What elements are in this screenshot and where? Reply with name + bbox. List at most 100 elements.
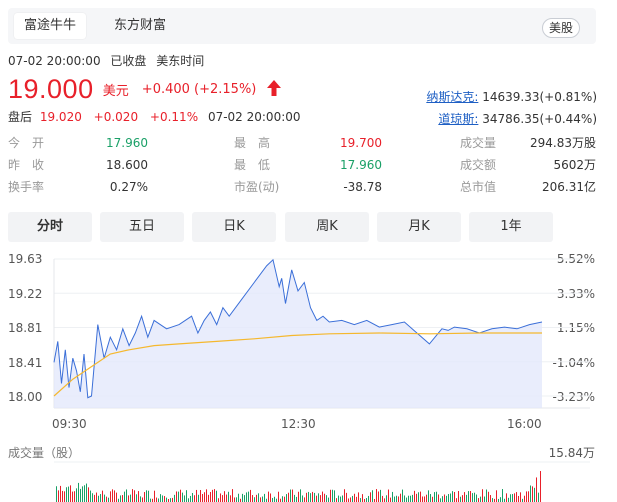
volume-bar (106, 496, 107, 502)
volume-bar (108, 497, 109, 502)
status-datetime: 07-02 20:00:00 (8, 54, 101, 68)
volume-bar (192, 492, 193, 502)
market-badge: 美股 (541, 18, 580, 38)
volume-bar (518, 495, 519, 502)
volume-bar (418, 492, 419, 502)
volume-bar (212, 489, 213, 502)
price-change: +0.400 (+2.15%) (141, 82, 257, 97)
volume-bar (82, 486, 83, 502)
stat-label: 最 低 (234, 158, 271, 172)
volume-bar (290, 489, 291, 502)
volume-bar (64, 491, 65, 502)
price-row: 19.000 美元 +0.400 (+2.15%) (8, 74, 282, 108)
volume-bar (188, 498, 189, 502)
volume-bar (410, 495, 411, 502)
x-tick: 09:30 (52, 417, 87, 431)
volume-bar (304, 497, 305, 502)
volume-bar (206, 489, 207, 502)
volume-bar (482, 489, 483, 502)
volume-bar (404, 495, 405, 502)
volume-bar (448, 494, 449, 502)
volume-bar (242, 493, 243, 502)
volume-bar (56, 486, 57, 502)
volume-bar (240, 498, 241, 502)
volume-bar (296, 496, 297, 502)
volume-bar (382, 495, 383, 502)
price-line (53, 258, 543, 399)
price-unit: 美元 (102, 84, 129, 99)
tab-daily-k[interactable]: 日K (192, 212, 276, 242)
volume-bar (88, 487, 89, 502)
volume-bar (364, 498, 365, 502)
volume-bar (74, 491, 75, 502)
volume-bar (196, 489, 197, 502)
volume-max: 15.84万 (548, 446, 595, 460)
volume-bar (384, 498, 385, 502)
volume-bar (180, 489, 181, 502)
stat-value: 17.960 (106, 136, 148, 150)
volume-bar (200, 490, 201, 502)
volume-bar (444, 494, 445, 502)
volume-bar (178, 491, 179, 502)
volume-bar (284, 496, 285, 502)
volume-bar (516, 492, 517, 502)
volume-bar (144, 492, 145, 502)
volume-bar (92, 493, 93, 502)
volume-bar (216, 490, 217, 502)
volume-bar (440, 498, 441, 502)
stat-value: 18.600 (106, 158, 148, 172)
volume-bar (172, 497, 173, 502)
tab-monthly-k[interactable]: 月K (377, 212, 461, 242)
volume-bar (254, 497, 255, 502)
after-hours-label: 盘后 (8, 110, 33, 124)
stat-value: 17.960 (340, 158, 382, 172)
volume-bar (528, 491, 529, 502)
tab-intraday[interactable]: 分时 (8, 212, 92, 242)
stats-row: 换手率 0.27% 市盈(动) -38.78 总市值 206.31亿 (8, 176, 600, 198)
volume-bar (478, 498, 479, 502)
volume-bar (292, 489, 293, 502)
x-tick: 12:30 (281, 417, 316, 431)
volume-bar (226, 494, 227, 502)
after-hours-percent: +0.11% (149, 110, 199, 124)
volume-bar (394, 496, 395, 502)
volume-bar (78, 482, 79, 502)
volume-bar (124, 491, 125, 502)
volume-bar (72, 491, 73, 502)
volume-bar (184, 495, 185, 502)
intraday-chart[interactable]: 19.63 19.22 18.81 18.41 18.00 5.52% 3.33… (0, 250, 617, 502)
volume-bar (330, 489, 331, 502)
volume-bar (122, 495, 123, 502)
index-nasdaq-link[interactable]: 纳斯达克: (426, 90, 479, 104)
volume-title: 成交量（股） (8, 446, 81, 460)
volume-bar (390, 497, 391, 502)
index-list: 纳斯达克: 14639.33(+0.81%) 道琼斯: 34786.35(+0.… (426, 86, 597, 130)
y-tick-left: 18.41 (8, 356, 43, 370)
volume-bar (198, 494, 199, 502)
volume-bar (128, 495, 129, 502)
volume-bar (268, 491, 269, 502)
tab-eastmoney[interactable]: 东方财富 (114, 18, 167, 33)
volume-bar (162, 495, 163, 502)
tab-five-day[interactable]: 五日 (100, 212, 184, 242)
volume-bar (486, 489, 487, 502)
volume-bar (166, 497, 167, 502)
volume-bar (264, 493, 265, 502)
stat-value: 19.700 (340, 136, 382, 150)
volume-bar (274, 496, 275, 502)
volume-bar (236, 497, 237, 502)
volume-bar (456, 498, 457, 502)
volume-bar (104, 494, 105, 502)
tab-weekly-k[interactable]: 周K (285, 212, 369, 242)
tab-futu[interactable]: 富途牛牛 (14, 13, 87, 39)
volume-bar (306, 492, 307, 502)
volume-bar (220, 493, 221, 502)
volume-bar (356, 496, 357, 502)
tab-one-year[interactable]: 1年 (469, 212, 553, 242)
index-dow: 道琼斯: 34786.35(+0.44%) (426, 108, 597, 130)
volume-bar (366, 498, 367, 502)
after-hours-line: 盘后 19.020 +0.020 +0.11% 07-02 20:00:00 (8, 108, 301, 125)
volume-bar (158, 498, 159, 502)
index-dow-link[interactable]: 道琼斯: (438, 112, 479, 126)
volume-bar (318, 493, 319, 502)
